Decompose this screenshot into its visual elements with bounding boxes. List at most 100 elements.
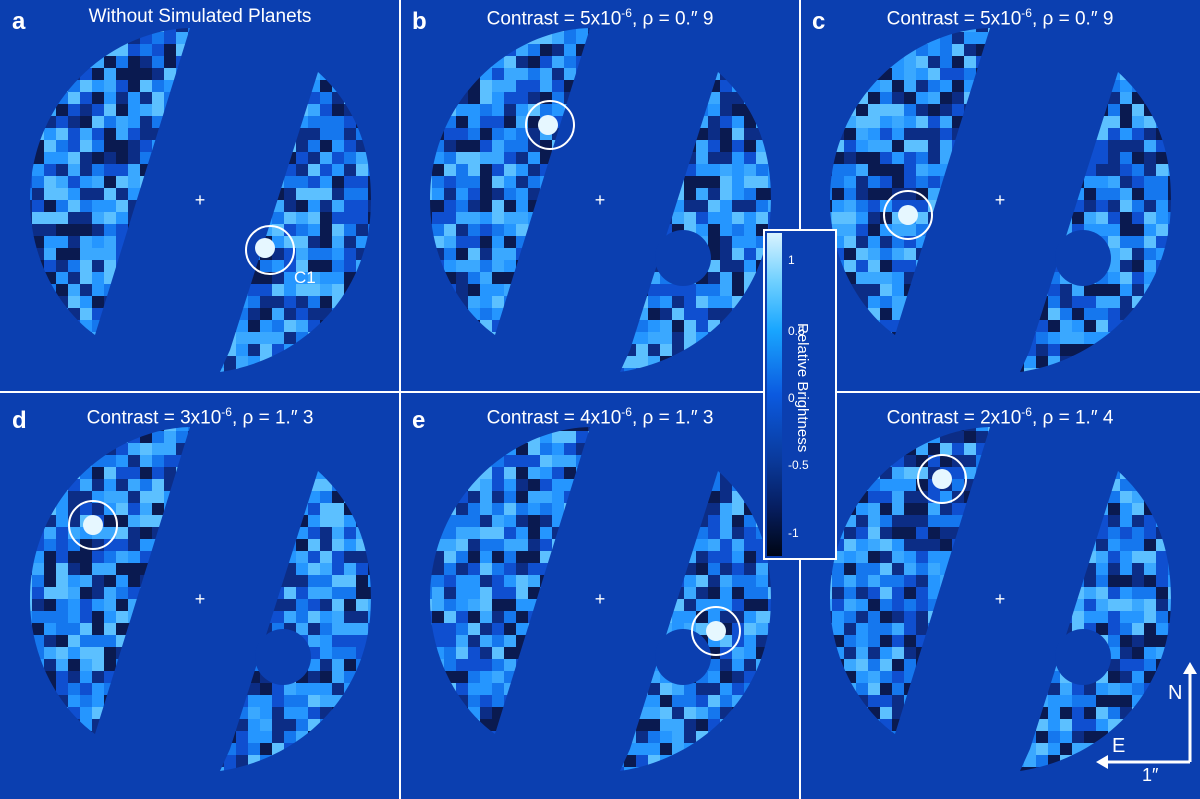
speckle-pixel [1132, 575, 1144, 587]
speckle-pixel [504, 152, 516, 164]
speckle-pixel [224, 44, 236, 56]
speckle-pixel [444, 587, 456, 599]
speckle-pixel [1120, 272, 1132, 284]
speckle-pixel [720, 527, 732, 539]
speckle-pixel [1036, 527, 1048, 539]
speckle-pixel [56, 284, 68, 296]
speckle-pixel [80, 647, 92, 659]
speckle-pixel [528, 431, 540, 443]
speckle-pixel [732, 503, 744, 515]
speckle-pixel [564, 188, 576, 200]
speckle-pixel [308, 551, 320, 563]
speckle-pixel [1000, 563, 1012, 575]
speckle-pixel [444, 575, 456, 587]
speckle-pixel [224, 431, 236, 443]
speckle-pixel [588, 551, 600, 563]
speckle-pixel [260, 296, 272, 308]
speckle-pixel [600, 503, 612, 515]
speckle-pixel [356, 128, 368, 140]
speckle-pixel [1144, 551, 1156, 563]
speckle-pixel [528, 659, 540, 671]
speckle-pixel [104, 56, 116, 68]
speckle-pixel [612, 587, 624, 599]
speckle-pixel [732, 491, 744, 503]
speckle-pixel [140, 683, 152, 695]
speckle-pixel [832, 200, 844, 212]
speckle-pixel [904, 92, 916, 104]
speckle-pixel [1132, 587, 1144, 599]
speckle-pixel [444, 128, 456, 140]
speckle-pixel [1156, 551, 1168, 563]
speckle-pixel [140, 224, 152, 236]
panel-e: + e Contrast = 4x10-6, ρ = 1.″ 3 [400, 399, 800, 799]
speckle-pixel [540, 599, 552, 611]
speckle-pixel [1168, 272, 1171, 284]
speckle-pixel [164, 551, 176, 563]
speckle-pixel [248, 539, 260, 551]
speckle-pixel [468, 491, 480, 503]
speckle-pixel [684, 455, 696, 467]
speckle-pixel [976, 491, 988, 503]
speckle-pixel [320, 767, 332, 771]
speckle-pixel [624, 356, 636, 368]
speckle-pixel [540, 671, 552, 683]
speckle-pixel [444, 116, 456, 128]
speckle-pixel [356, 368, 368, 372]
panel-letter: d [12, 407, 27, 434]
speckle-pixel [964, 443, 976, 455]
speckle-pixel [868, 104, 880, 116]
speckle-pixel [1012, 515, 1024, 527]
speckle-pixel [140, 332, 152, 344]
speckle-pixel [80, 563, 92, 575]
speckle-pixel [868, 563, 880, 575]
speckle-pixel [576, 575, 588, 587]
speckle-pixel [104, 104, 116, 116]
speckle-pixel [588, 647, 600, 659]
speckle-pixel [576, 479, 588, 491]
speckle-pixel [116, 755, 128, 767]
speckle-pixel [516, 647, 528, 659]
speckle-pixel [528, 551, 540, 563]
speckle-pixel [976, 539, 988, 551]
speckle-pixel [756, 140, 768, 152]
speckle-pixel [260, 575, 272, 587]
speckle-pixel [648, 44, 660, 56]
speckle-pixel [212, 344, 224, 356]
speckle-pixel [1060, 515, 1072, 527]
speckle-pixel [964, 176, 976, 188]
speckle-pixel [432, 431, 444, 443]
speckle-pixel [1156, 455, 1168, 467]
speckle-pixel [672, 575, 684, 587]
speckle-pixel [164, 320, 176, 332]
speckle-pixel [1024, 176, 1036, 188]
speckle-pixel [164, 104, 176, 116]
speckle-pixel [308, 587, 320, 599]
speckle-pixel [188, 539, 200, 551]
speckle-pixel [916, 515, 928, 527]
speckle-pixel [480, 515, 492, 527]
speckle-pixel [104, 755, 116, 767]
speckle-pixel [1096, 344, 1108, 356]
speckle-pixel [868, 356, 880, 368]
speckle-pixel [868, 92, 880, 104]
speckle-pixel [612, 56, 624, 68]
speckle-pixel [104, 695, 116, 707]
speckle-pixel [284, 755, 296, 767]
speckle-pixel [952, 236, 964, 248]
speckle-pixel [332, 176, 344, 188]
speckle-pixel [684, 56, 696, 68]
speckle-pixel [200, 671, 212, 683]
speckle-pixel [504, 308, 516, 320]
speckle-pixel [344, 320, 356, 332]
speckle-pixel [1012, 212, 1024, 224]
speckle-pixel [636, 236, 648, 248]
speckle-pixel [744, 551, 756, 563]
speckle-pixel [1096, 44, 1108, 56]
speckle-pixel [988, 140, 1000, 152]
speckle-pixel [1144, 236, 1156, 248]
speckle-pixel [456, 659, 468, 671]
speckle-pixel [552, 431, 564, 443]
speckle-pixel [456, 719, 468, 731]
speckle-pixel [588, 767, 600, 771]
speckle-pixel [904, 260, 916, 272]
